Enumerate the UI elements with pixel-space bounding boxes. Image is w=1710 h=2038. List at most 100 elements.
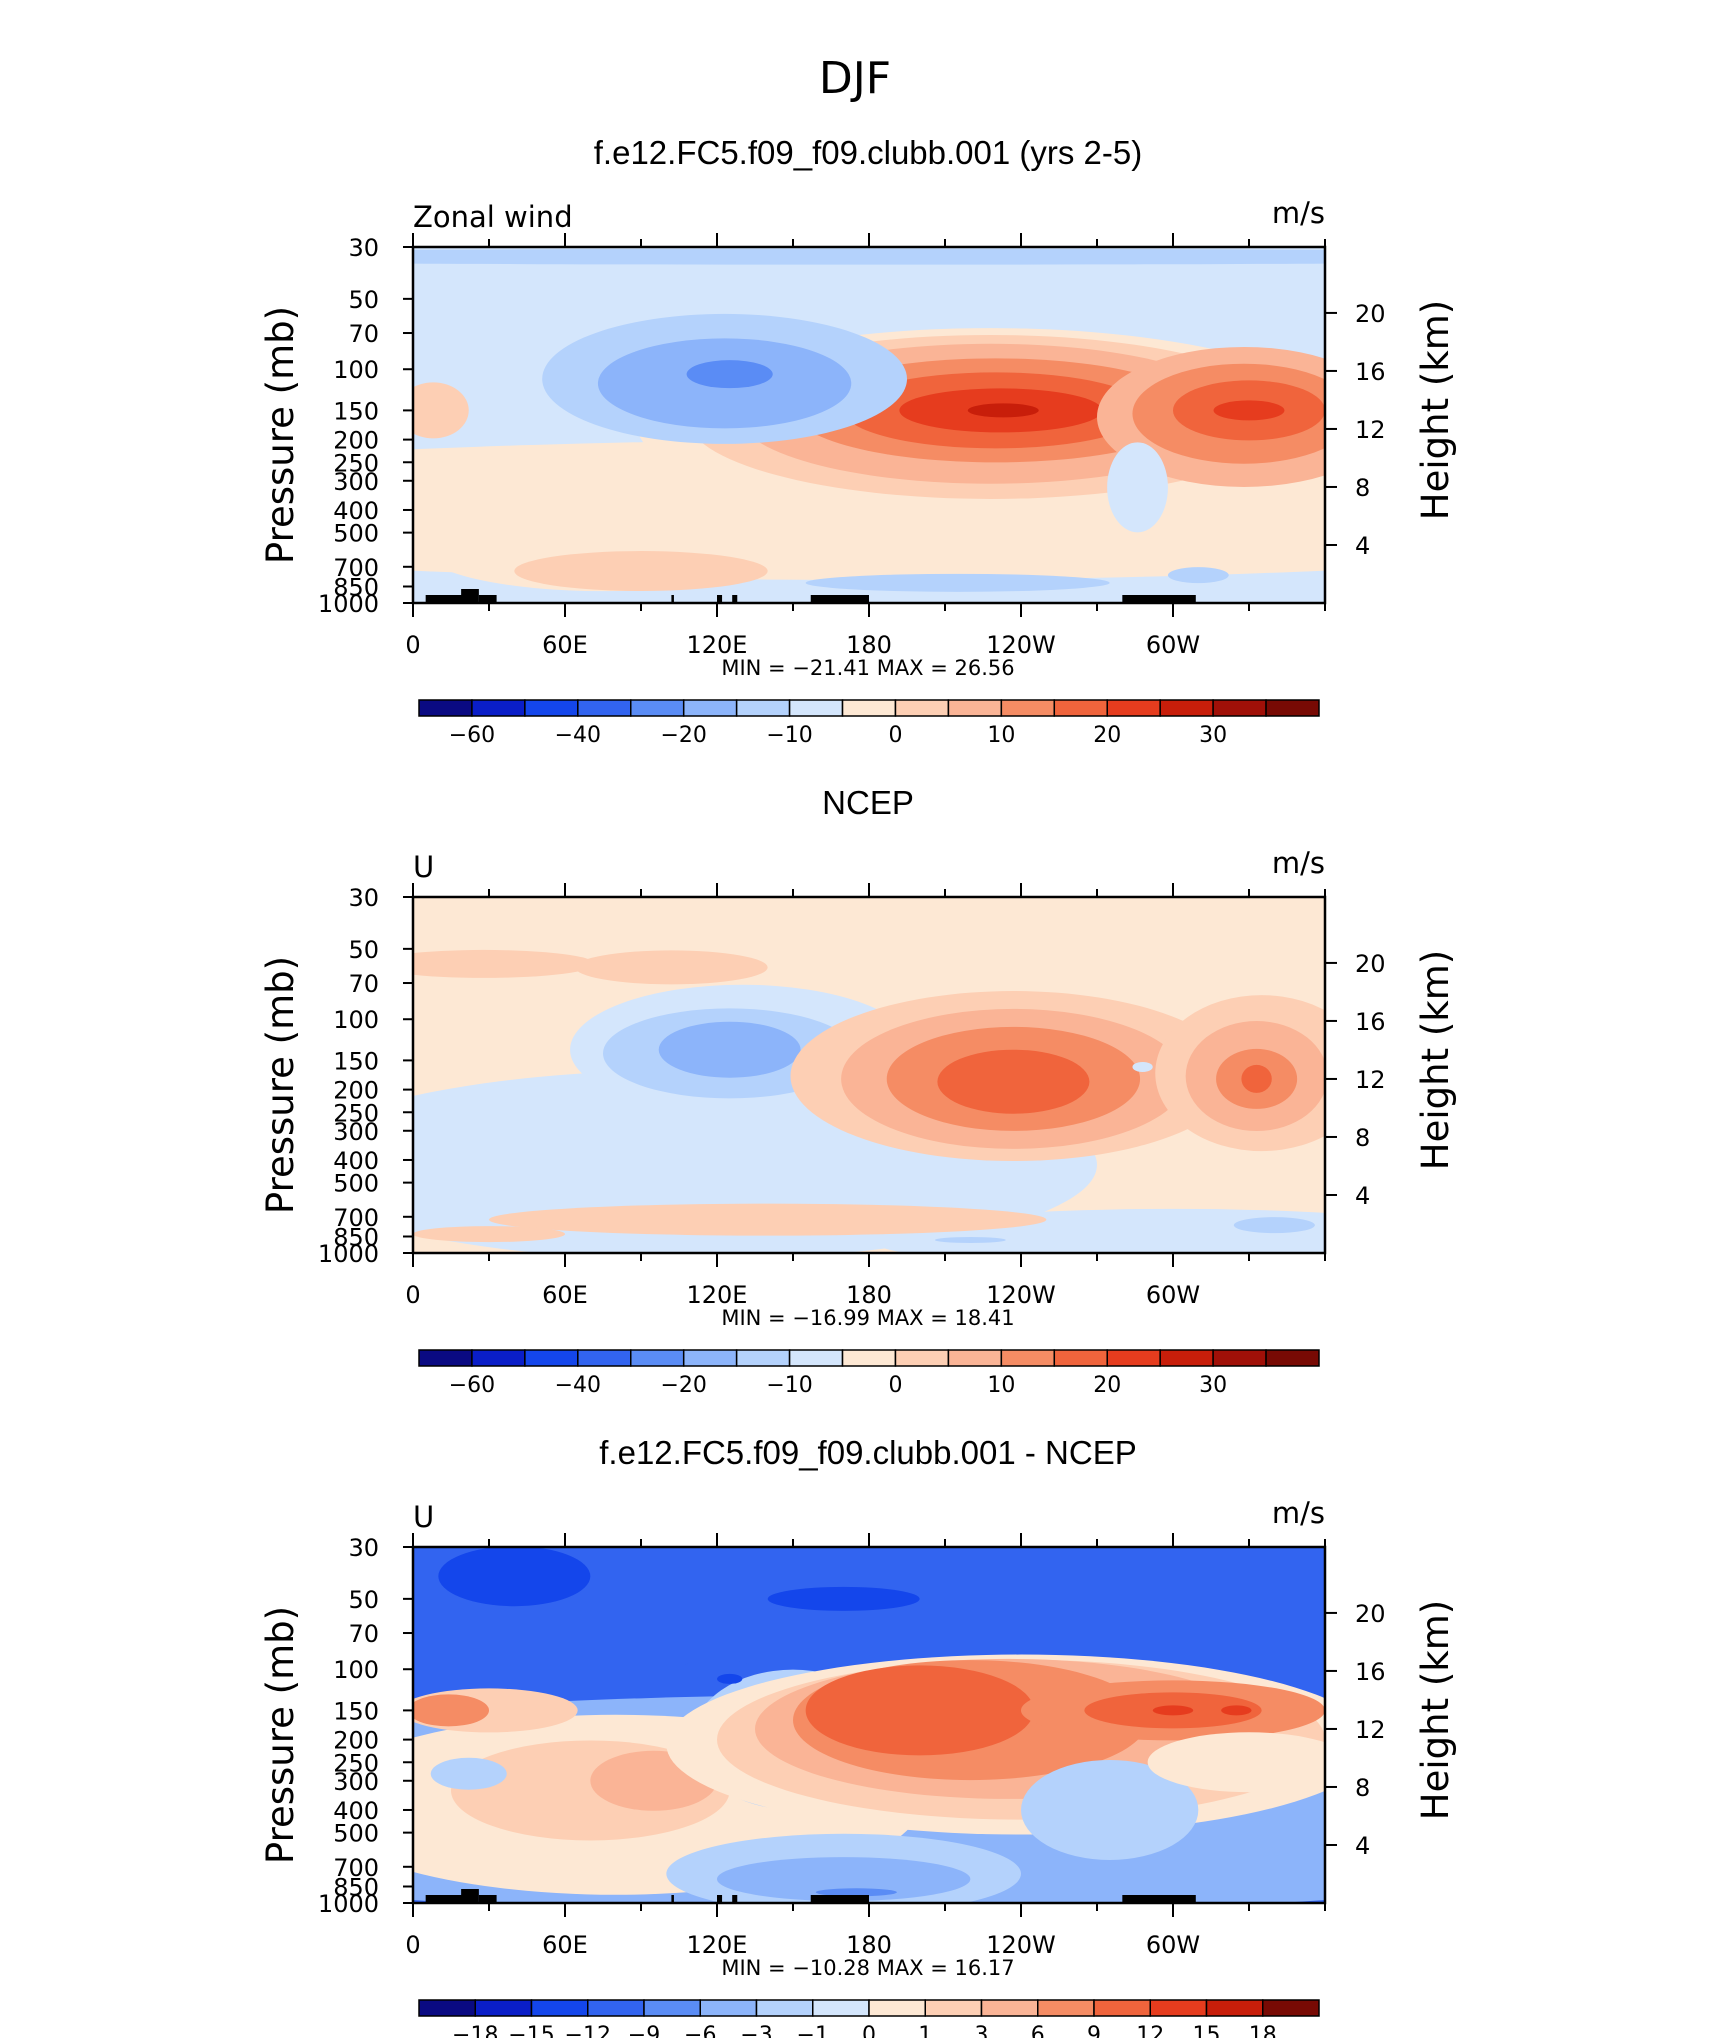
contour-fill	[1233, 1217, 1315, 1234]
colorbar-label: −40	[555, 723, 601, 748]
colorbar-swatch	[577, 1349, 632, 1367]
colorbar-swatch	[1159, 1349, 1214, 1367]
height-tick-label: 8	[1355, 1124, 1370, 1152]
colorbar-label: 30	[1199, 723, 1227, 748]
contour-fill	[438, 1547, 591, 1607]
colorbar-swatch	[894, 699, 950, 717]
colorbar-swatch	[1149, 1999, 1208, 2017]
pressure-tick-label: 150	[333, 397, 379, 425]
colorbar-swatch	[587, 1999, 645, 2017]
x-tick-label: 120E	[687, 1281, 748, 1309]
colorbar-swatch	[1159, 699, 1214, 717]
contour-fill	[767, 1586, 920, 1611]
colorbar-swatch	[1053, 1349, 1108, 1367]
colorbar-label: −20	[660, 1373, 706, 1398]
height-tick-label: 20	[1355, 300, 1386, 328]
topography-bar	[1122, 595, 1196, 603]
colorbar-swatch	[1265, 1349, 1320, 1367]
pressure-tick-label: 500	[333, 520, 379, 548]
colorbar-swatch	[682, 699, 738, 717]
topography-bar	[671, 1895, 674, 1903]
pressure-tick-label: 300	[333, 1118, 379, 1146]
colorbar-swatch	[471, 699, 526, 717]
topography-bar	[732, 1895, 738, 1903]
contour-fill	[1107, 442, 1168, 533]
pressure-tick-label: 400	[333, 1147, 379, 1175]
height-tick-label: 12	[1355, 1066, 1386, 1094]
colorbar-label: 10	[987, 723, 1015, 748]
pressure-tick-label: 50	[348, 936, 379, 964]
x-tick-label: 0	[405, 1281, 420, 1309]
pressure-tick-label: 70	[348, 320, 379, 348]
topography-bar	[732, 595, 738, 603]
contour-fill	[681, 1659, 753, 1680]
contour-fill	[967, 403, 1039, 418]
y-axis-title: Pressure (mb)	[259, 956, 302, 1214]
x-tick-label: 120E	[687, 1931, 748, 1959]
contour-fill	[1221, 1705, 1252, 1716]
colorbar: −60 −40 −20 −10 0 10 20 30	[418, 699, 1320, 748]
colorbar-swatch	[980, 1999, 1039, 2017]
contour-fill	[1167, 567, 1229, 584]
y-axis-title: Pressure (mb)	[259, 306, 302, 564]
height-axis-title: Height (km)	[1414, 1600, 1457, 1820]
colorbar-swatch	[1212, 1349, 1267, 1367]
pressure-tick-label: 150	[333, 1047, 379, 1075]
colorbar-label: 20	[1093, 723, 1121, 748]
colorbar-label: −60	[449, 723, 495, 748]
colorbar-swatch	[788, 1349, 844, 1367]
contour-field	[413, 897, 1325, 1253]
contour-fill	[413, 1694, 489, 1727]
colorbar-swatch	[699, 1999, 758, 2017]
pressure-tick-label: 700	[333, 554, 379, 582]
colorbar-label: −18	[452, 2023, 498, 2038]
colorbar-swatch	[894, 1349, 950, 1367]
colorbar-swatch	[630, 1349, 685, 1367]
colorbar-label: 10	[987, 1373, 1015, 1398]
contour-fill	[430, 1757, 507, 1790]
contour-fill	[1152, 1705, 1194, 1716]
topography-bar	[1122, 1895, 1196, 1903]
min-max-stats: MIN = −21.41 MAX = 26.56	[721, 656, 1014, 680]
topography-bar	[425, 1895, 464, 1903]
x-tick-label: 120W	[986, 1931, 1056, 1959]
topography-bar	[717, 1895, 723, 1903]
height-tick-label: 8	[1355, 474, 1370, 502]
pressure-tick-label: 250	[333, 1099, 379, 1127]
contour-fill	[1213, 400, 1285, 421]
contour-field	[413, 1547, 1325, 1903]
pressure-tick-label: 150	[333, 1697, 379, 1725]
contour-fill	[413, 382, 469, 439]
topography-bar	[671, 595, 674, 603]
topography-bar	[810, 595, 869, 603]
colorbar-label: −20	[660, 723, 706, 748]
contour-fill	[1132, 1061, 1153, 1072]
topography-bar	[810, 1895, 869, 1903]
colorbar-label: −40	[555, 1373, 601, 1398]
x-tick-label: 60W	[1146, 1281, 1200, 1309]
pressure-tick-label: 200	[333, 427, 379, 455]
colorbar-swatch	[1265, 699, 1320, 717]
colorbar-label: 0	[888, 1373, 902, 1398]
y-axis-title: Pressure (mb)	[259, 1606, 302, 1864]
x-tick-label: 120W	[986, 1281, 1056, 1309]
pressure-tick-label: 300	[333, 468, 379, 496]
colorbar-swatch	[841, 699, 897, 717]
colorbar-label: 20	[1093, 1373, 1121, 1398]
contour-fill	[514, 551, 768, 592]
pressure-tick-label: 400	[333, 497, 379, 525]
pressure-tick-label: 300	[333, 1768, 379, 1796]
panel-title: f.e12.FC5.f09_f09.clubb.001 (yrs 2-5)	[594, 134, 1142, 171]
topography-bar	[478, 595, 497, 603]
colorbar-swatch	[1106, 1349, 1161, 1367]
colorbar-swatch	[735, 1349, 791, 1367]
contour-fill	[934, 1237, 1006, 1244]
colorbar-swatch	[524, 1349, 579, 1367]
pressure-tick-label: 100	[333, 1006, 379, 1034]
pressure-tick-label: 50	[348, 1586, 379, 1614]
panel-title: NCEP	[822, 784, 914, 821]
topography-bar	[478, 1895, 497, 1903]
colorbar-label: 3	[975, 2023, 989, 2038]
colorbar-swatch	[418, 699, 473, 717]
